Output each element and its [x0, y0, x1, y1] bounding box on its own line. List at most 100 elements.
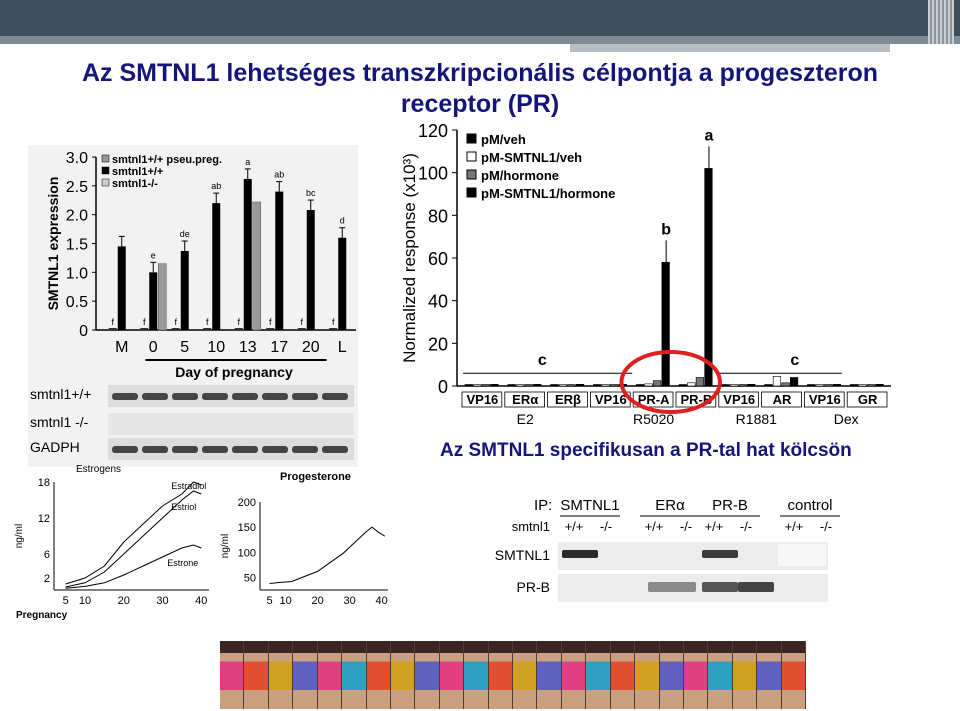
pregnancy-photo [488, 641, 514, 709]
response-bar [567, 384, 576, 387]
response-bar [678, 384, 687, 387]
y-tick-label: 2.5 [66, 179, 88, 196]
x-tick-label: VP16 [809, 392, 841, 407]
response-bar [858, 384, 867, 387]
ip-group-label: ERα [655, 497, 685, 514]
blot-band [702, 550, 738, 558]
progesterone-panel: Progesterone 50 100 150 200 5 10 20 30 40 ng/ml [218, 462, 393, 612]
significance-letter: b [661, 221, 671, 238]
pregnancy-photo [317, 641, 343, 709]
legend-swatch [101, 166, 110, 175]
chart-title: Estrogens [76, 464, 121, 475]
y-tick-label: 150 [238, 522, 256, 534]
pregnancy-photo [439, 641, 465, 709]
y-tick-label: 12 [38, 513, 50, 525]
genotype: +/+ [705, 519, 724, 534]
legend-label: pM/hormone [481, 168, 559, 183]
genotype: -/- [740, 519, 752, 534]
pregnancy-photo [659, 641, 685, 709]
bar-smtnl1-ko [108, 328, 117, 330]
response-bar [644, 383, 653, 387]
response-bar [507, 384, 516, 387]
estrogens-panel: Estrogens 2 6 12 18 5 10 20 30 40 ng/ml Pregnancy Es… [14, 462, 214, 622]
response-bar [738, 384, 747, 387]
response-bar [610, 384, 619, 387]
pregnancy-photo [415, 641, 440, 709]
x-tick-label: 0 [149, 339, 158, 356]
significance-letter: f [206, 317, 209, 327]
response-bar [524, 384, 533, 387]
x-tick-label: 40 [375, 595, 387, 607]
group-label: R5020 [633, 411, 674, 427]
blot-label: smtnl1 -/- [30, 414, 89, 430]
response-bar [550, 384, 559, 387]
response-bar [807, 384, 816, 387]
genotype-label: smtnl1 [512, 519, 550, 534]
bar-smtnl1-ko [297, 328, 306, 330]
blot-band [202, 393, 228, 400]
pregnancy-photo [586, 641, 611, 709]
blot-band [262, 393, 288, 400]
ip-blot: IP: SMTNL1 ERα PR-B control smtnl1 +/+ -/- +/+ -/… [495, 497, 840, 602]
legend-label: smtnl1+/+ [112, 166, 163, 178]
y-tick-label: 0 [438, 377, 448, 397]
response-bar [490, 383, 499, 387]
x-tick-label: AR [773, 392, 792, 407]
blot-band [112, 393, 138, 400]
ip-blot-panel: IP: SMTNL1 ERα PR-B control smtnl1 +/+ -/- +/+ -/… [488, 488, 840, 608]
x-tick-label: 10 [207, 339, 225, 356]
series-line [269, 526, 386, 584]
group-label: R1881 [736, 411, 777, 427]
response-bar [772, 376, 782, 387]
pregnancy-photo [464, 641, 489, 709]
x-tick-label: ERβ [555, 392, 581, 407]
x-tick-label: 5 [267, 595, 273, 607]
x-axis-label: Day of pregnancy [175, 364, 293, 380]
response-bar [721, 384, 730, 387]
blot-strip [108, 385, 354, 407]
pregnancy-photo [732, 641, 758, 709]
response-bar [815, 384, 824, 387]
estrogens-chart: Estrogens 2 6 12 18 5 10 20 30 40 ng/ml Pregnancy Es… [14, 464, 209, 621]
response-bar [824, 384, 833, 387]
series-label: Estradiol [171, 481, 206, 491]
pregnancy-photo [244, 641, 269, 709]
significance-letter: f [300, 317, 303, 327]
y-tick-label: 18 [38, 477, 50, 489]
blot-label: smtnl1+/+ [30, 386, 91, 402]
y-axis-label: Normalized response (x10³) [400, 153, 419, 363]
response-bar [575, 383, 585, 387]
significance-letter: c [538, 352, 547, 369]
header-accent [570, 44, 890, 52]
significance-letter: c [790, 352, 799, 369]
genotype: +/+ [565, 519, 584, 534]
response-bar [789, 377, 799, 387]
bar-smtnl1-ko [234, 328, 243, 330]
blot-band [322, 393, 348, 400]
pregnancy-photo [781, 641, 806, 709]
response-bar [781, 382, 790, 387]
x-tick-label: 10 [79, 595, 91, 607]
significance-letter: d [340, 216, 345, 226]
blot-row-label: SMTNL1 [495, 547, 550, 563]
genotype: -/- [820, 519, 832, 534]
ip-group-label: control [787, 497, 832, 514]
bar-smtnl1-wt [306, 210, 315, 330]
x-tick-label: 20 [311, 595, 323, 607]
x-tick-label: 5 [180, 339, 189, 356]
legend-label: pM-SMTNL1/hormone [481, 186, 615, 201]
response-bar [875, 383, 884, 387]
bar-smtnl1-pseu [252, 201, 261, 331]
significance-letter: a [245, 157, 250, 167]
pregnancy-photo [537, 641, 562, 709]
response-bar [730, 384, 739, 387]
x-tick-label: M [115, 339, 128, 356]
legend-swatch [466, 151, 477, 162]
response-bar [464, 384, 473, 387]
bar-smtnl1-ko [171, 328, 180, 330]
blot-band [702, 582, 738, 592]
significance-letter: e [151, 250, 156, 260]
y-axis-label: ng/ml [14, 524, 25, 548]
response-bar [558, 384, 568, 387]
header-stripe [0, 36, 960, 44]
